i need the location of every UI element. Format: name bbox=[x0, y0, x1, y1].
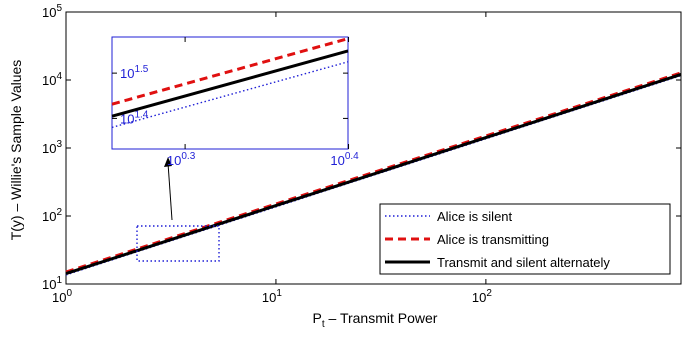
main-y-tick-label-3: 104 bbox=[42, 71, 62, 88]
main-x-tick-label-2: 102 bbox=[472, 288, 492, 305]
x-axis-label: Pt – Transmit Power bbox=[313, 310, 438, 330]
main-y-tick-label-4: 105 bbox=[42, 3, 62, 20]
main-x-tick-label-1: 101 bbox=[262, 288, 282, 305]
legend-label-silent: Alice is silent bbox=[437, 209, 513, 224]
legend-label-alternate: Transmit and silent alternately bbox=[437, 255, 610, 270]
inset-plot-area bbox=[112, 37, 348, 149]
y-axis-label: T(y) – Willie's Sample Values bbox=[8, 60, 24, 241]
legend: Alice is silent Alice is transmitting Tr… bbox=[380, 204, 670, 274]
legend-label-transmitting: Alice is transmitting bbox=[437, 232, 549, 247]
main-y-tick-label-1: 102 bbox=[42, 207, 62, 224]
main-y-tick-label-2: 103 bbox=[42, 139, 62, 156]
